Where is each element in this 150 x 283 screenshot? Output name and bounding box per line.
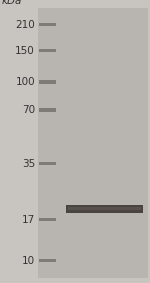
Text: 70: 70 <box>22 105 35 115</box>
Bar <box>68 207 141 210</box>
Bar <box>66 205 143 213</box>
Bar <box>39 162 56 165</box>
Bar <box>38 8 148 278</box>
Text: 150: 150 <box>15 46 35 56</box>
Bar <box>39 108 56 112</box>
Text: 10: 10 <box>22 256 35 266</box>
Bar <box>39 80 56 84</box>
Text: kDa: kDa <box>2 0 22 6</box>
Text: 35: 35 <box>22 158 35 169</box>
Text: 210: 210 <box>15 20 35 29</box>
Bar <box>39 49 56 52</box>
Text: 100: 100 <box>15 77 35 87</box>
Bar <box>39 259 56 262</box>
Bar <box>39 23 56 26</box>
Text: 17: 17 <box>22 215 35 224</box>
Bar <box>39 218 56 221</box>
